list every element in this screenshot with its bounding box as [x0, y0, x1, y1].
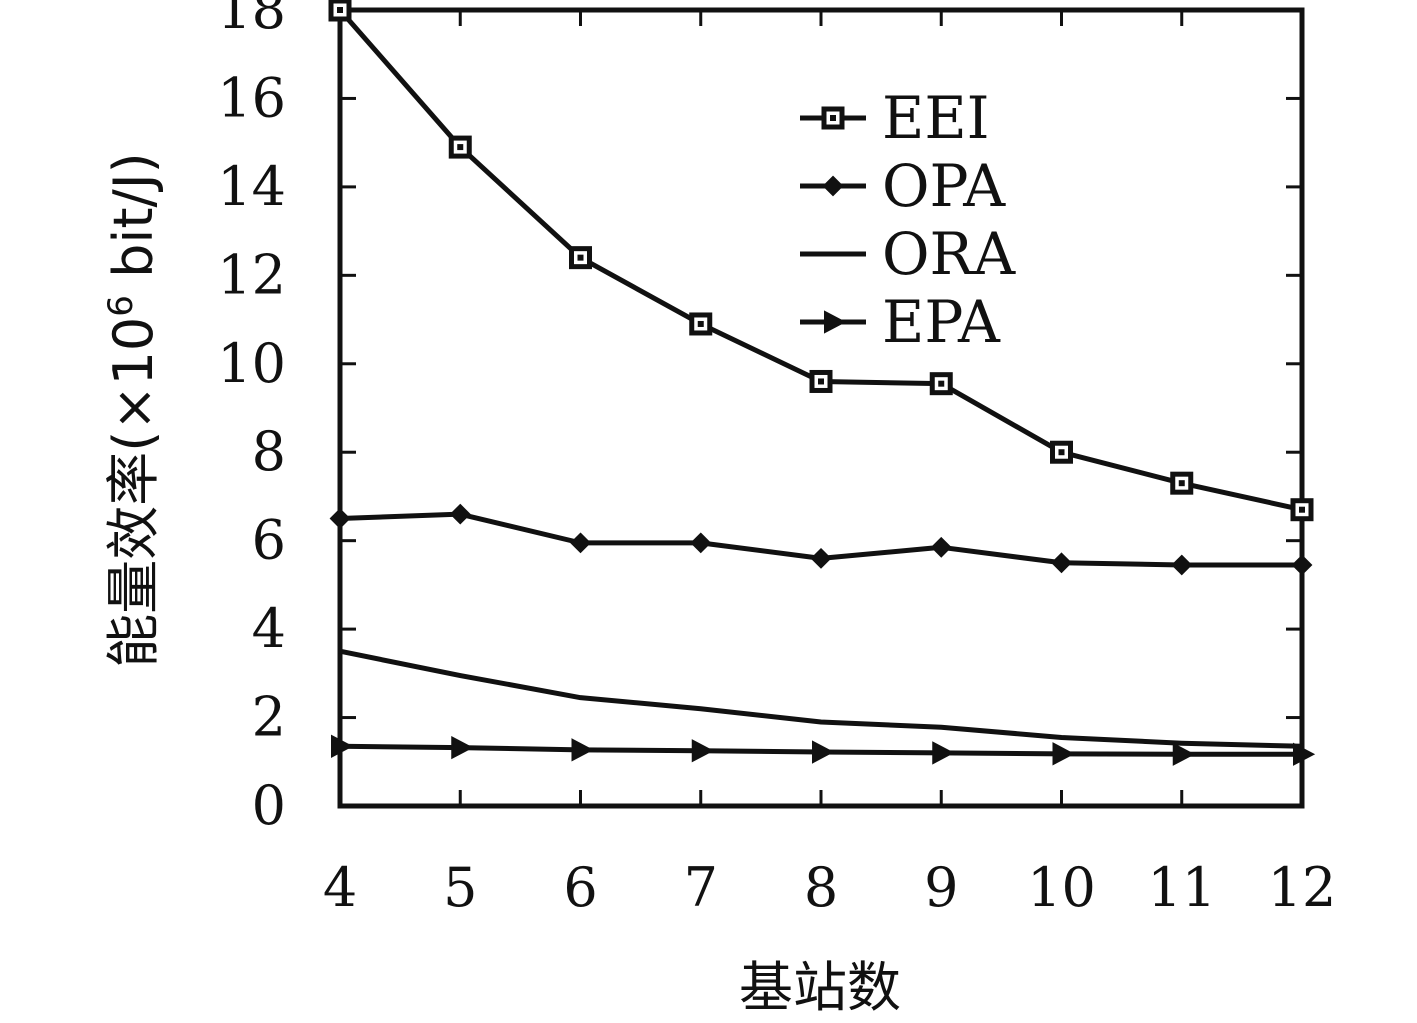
y-tick-label: 18: [217, 0, 286, 41]
series-line-ora: [337, 648, 1305, 749]
y-axis-title-superscript: 6: [101, 295, 141, 317]
series-eei: [328, 0, 1314, 522]
square-marker-center: [1299, 506, 1305, 513]
x-tick-label: 7: [684, 856, 718, 919]
square-marker-center: [1178, 480, 1185, 487]
square-marker-center: [577, 254, 584, 261]
square-marker-center: [818, 378, 824, 385]
data-point-epa: [691, 739, 714, 763]
data-point-eei: [1170, 471, 1194, 495]
x-tick-label: 4: [323, 856, 357, 919]
data-point-opa: [930, 536, 952, 558]
data-point-opa: [1291, 554, 1313, 576]
data-point-eei: [1290, 498, 1314, 522]
square-marker-center: [697, 320, 704, 327]
y-axis-title: 能量效率(×106 bit/J): [101, 152, 165, 667]
square-marker-center: [830, 115, 836, 121]
plot-border: [337, 7, 1305, 809]
y-axis-title-unit: bit/J): [102, 152, 165, 295]
series-epa: [331, 734, 1316, 766]
data-point-opa: [810, 547, 832, 569]
series-ora: [337, 648, 1305, 749]
data-point-epa: [812, 740, 835, 764]
square-marker-center: [938, 380, 945, 387]
series-opa: [329, 503, 1313, 576]
data-point-opa: [690, 532, 712, 554]
legend-label: ORA: [882, 220, 1016, 288]
data-point-eei: [448, 135, 472, 159]
data-point-epa: [571, 738, 594, 762]
x-tick-label: 12: [1268, 856, 1337, 919]
y-tick-label: 10: [217, 332, 286, 395]
y-tick-label: 12: [217, 243, 286, 306]
legend-marker: [824, 310, 847, 334]
data-point-opa: [449, 503, 471, 525]
legend-label: EEI: [882, 84, 990, 152]
y-tick-label: 0: [252, 774, 286, 837]
x-tick-label: 10: [1027, 856, 1096, 919]
data-point-eei: [569, 246, 592, 270]
data-point-eei: [328, 0, 352, 22]
data-point-eei: [809, 369, 833, 393]
x-axis-title: 基站数: [739, 956, 901, 1019]
legend-marker: [822, 175, 844, 197]
legend-label: EPA: [882, 288, 1001, 356]
series-line-eei: [337, 7, 1305, 513]
data-point-epa: [331, 734, 354, 758]
x-tick-label: 6: [563, 856, 597, 919]
square-marker-center: [337, 7, 343, 13]
x-tick-label: 9: [924, 856, 958, 919]
square-marker-center: [457, 144, 464, 151]
x-tick-label: 8: [804, 856, 838, 919]
data-point-opa: [1051, 552, 1072, 574]
data-point-opa: [1171, 554, 1193, 576]
y-tick-label: 6: [252, 509, 286, 572]
data-point-epa: [1052, 742, 1075, 766]
legend-item-epa: EPA: [800, 288, 1001, 356]
y-tick-label: 16: [217, 66, 286, 129]
data-point-eei: [929, 372, 953, 396]
legend-item-ora: ORA: [800, 220, 1016, 288]
y-tick-label: 14: [217, 155, 286, 218]
y-tick-label: 8: [252, 420, 286, 483]
plot-frame: [337, 7, 1305, 809]
x-tick-label: 11: [1147, 856, 1216, 919]
legend-item-eei: EEI: [800, 84, 990, 152]
data-point-epa: [932, 741, 955, 765]
series-layer: [328, 0, 1316, 766]
data-point-opa: [570, 532, 591, 554]
data-point-epa: [1293, 742, 1316, 766]
square-marker-center: [1058, 449, 1065, 456]
legend-item-opa: OPA: [800, 152, 1006, 220]
x-axis-ticks: 4 5 6 7 8 9 10 11 12: [323, 10, 1337, 919]
y-tick-label: 2: [252, 686, 286, 749]
y-axis-ticks: 0 2 4 6 8 10 12 14 16 18: [217, 0, 1302, 837]
data-point-eei: [1050, 440, 1073, 464]
data-point-epa: [1172, 742, 1195, 766]
data-point-epa: [451, 735, 474, 760]
y-axis-title-main: 能量效率(×10: [102, 317, 165, 668]
data-point-eei: [689, 312, 713, 336]
legend-label: OPA: [882, 152, 1006, 220]
y-tick-label: 4: [252, 597, 286, 660]
data-point-opa: [329, 508, 351, 529]
legend-marker: [821, 106, 845, 130]
x-tick-label: 5: [443, 856, 477, 919]
